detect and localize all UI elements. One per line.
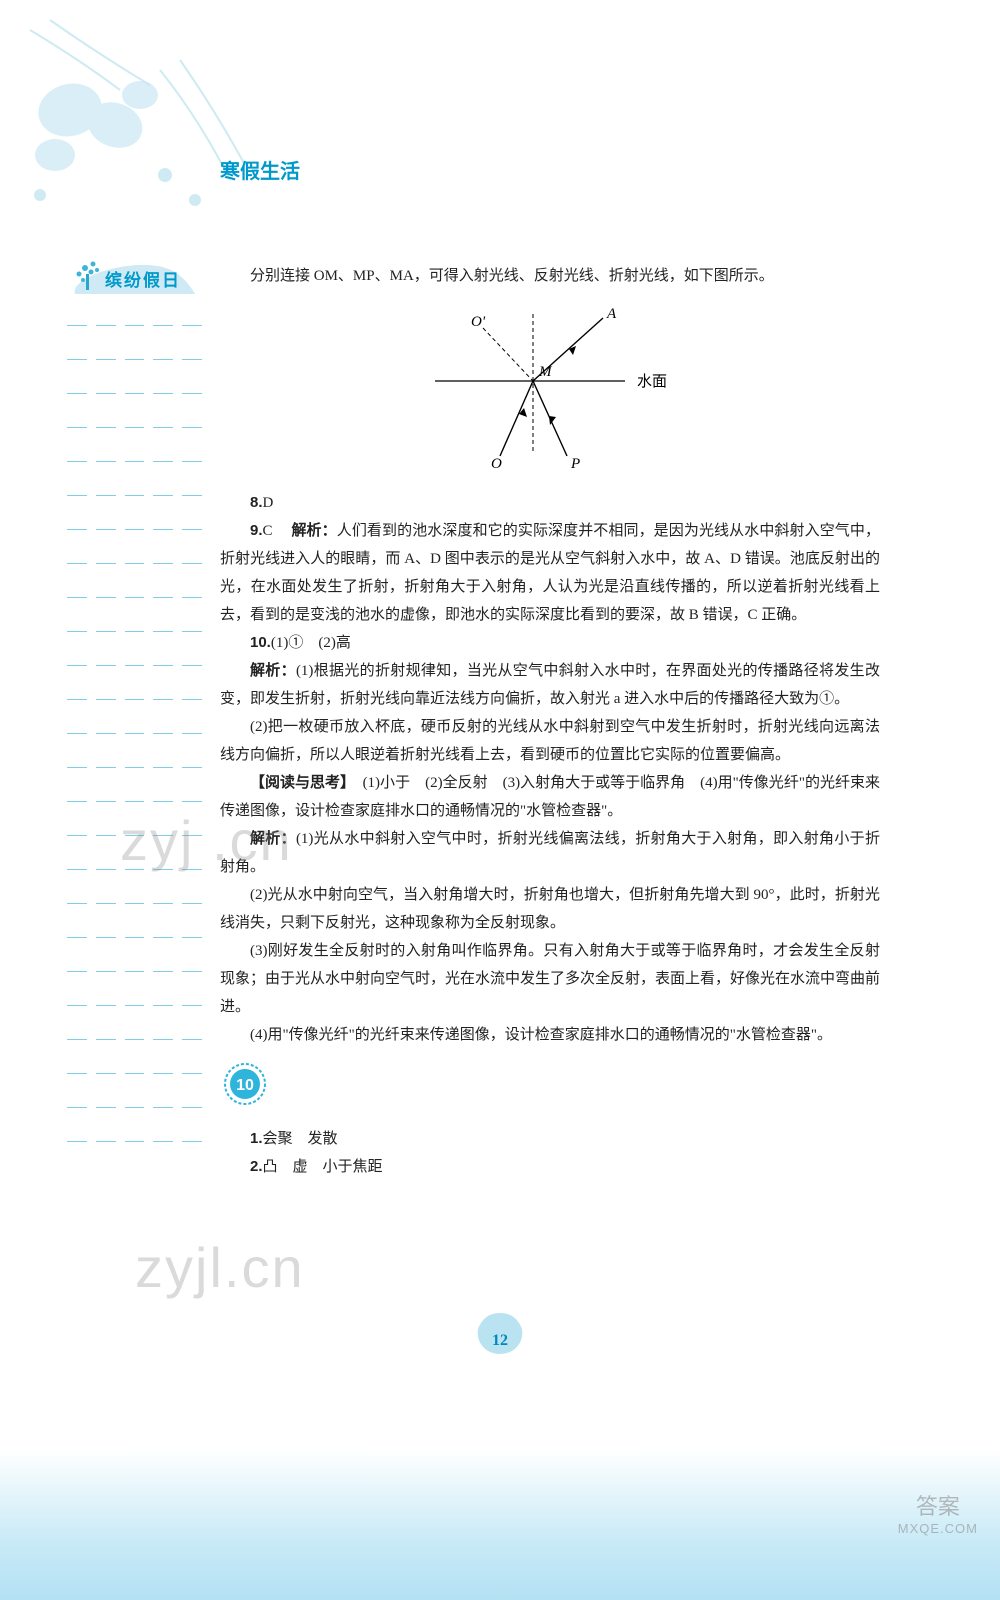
sidebar-badge: 缤纷假日 xyxy=(67,260,197,296)
reading-ex4: (4)用"传像光纤"的光纤束来传递图像，设计检查家庭排水口的通畅情况的"水管检查… xyxy=(220,1021,880,1049)
note-lines xyxy=(67,308,202,1158)
q10-ans: 10.(1)① (2)高 xyxy=(220,629,880,657)
d10-a1: 1.会聚 发散 xyxy=(220,1125,880,1153)
q8: 8.D xyxy=(220,489,880,517)
watermark-2: zyjl.cn xyxy=(135,1235,305,1300)
surface-label: 水面 xyxy=(637,373,667,390)
day-10-badge: 10 xyxy=(220,1059,270,1119)
svg-text:M: M xyxy=(538,364,553,380)
badge-label: 缤纷假日 xyxy=(105,266,181,291)
page-number-badge: 12 xyxy=(472,1309,528,1380)
main-content: 分别连接 OM、MP、MA，可得入射光线、反射光线、折射光线，如下图所示。 水面… xyxy=(220,262,880,1181)
d10-a2: 2.凸 虚 小于焦距 xyxy=(220,1153,880,1181)
svg-text:O: O xyxy=(491,456,502,471)
footer-gradient xyxy=(0,1450,1000,1600)
floral-decoration xyxy=(0,0,280,280)
corner-watermark: 答案 MXQE.COM xyxy=(898,1496,978,1540)
reading-ex1: 解析：(1)光从水中斜射入空气中时，折射光线偏离法线，折射角大于入射角，即入射角… xyxy=(220,825,880,881)
reading-ex2: (2)光从水中射向空气，当入射角增大时，折射角也增大，但折射角先增大到 90°，… xyxy=(220,881,880,937)
q9: 9.C 解析：人们看到的池水深度和它的实际深度并不相同，是因为光线从水中斜射入空… xyxy=(220,517,880,629)
reading-ex3: (3)刚好发生全反射时的入射角叫作临界角。只有入射角大于或等于临界角时，才会发生… xyxy=(220,937,880,1021)
reading-ans: 【阅读与思考】 (1)小于 (2)全反射 (3)入射角大于或等于临界角 (4)用… xyxy=(220,769,880,825)
page-title: 寒假生活 xyxy=(220,155,300,184)
svg-text:P: P xyxy=(570,456,580,471)
page-number: 12 xyxy=(472,1332,528,1350)
svg-text:O': O' xyxy=(471,314,486,330)
svg-text:A: A xyxy=(606,306,617,322)
intro-text: 分别连接 OM、MP、MA，可得入射光线、反射光线、折射光线，如下图所示。 xyxy=(220,262,880,290)
day-num: 10 xyxy=(236,1077,254,1094)
q10-ex2: (2)把一枚硬币放入杯底，硬币反射的光线从水中斜射到空气中发生折射时，折射光线向… xyxy=(220,713,880,769)
refraction-diagram: 水面 O' A M O P xyxy=(220,296,880,481)
q10-ex1: 解析：(1)根据光的折射规律知，当光从空气中斜射入水中时，在界面处光的传播路径将… xyxy=(220,657,880,713)
